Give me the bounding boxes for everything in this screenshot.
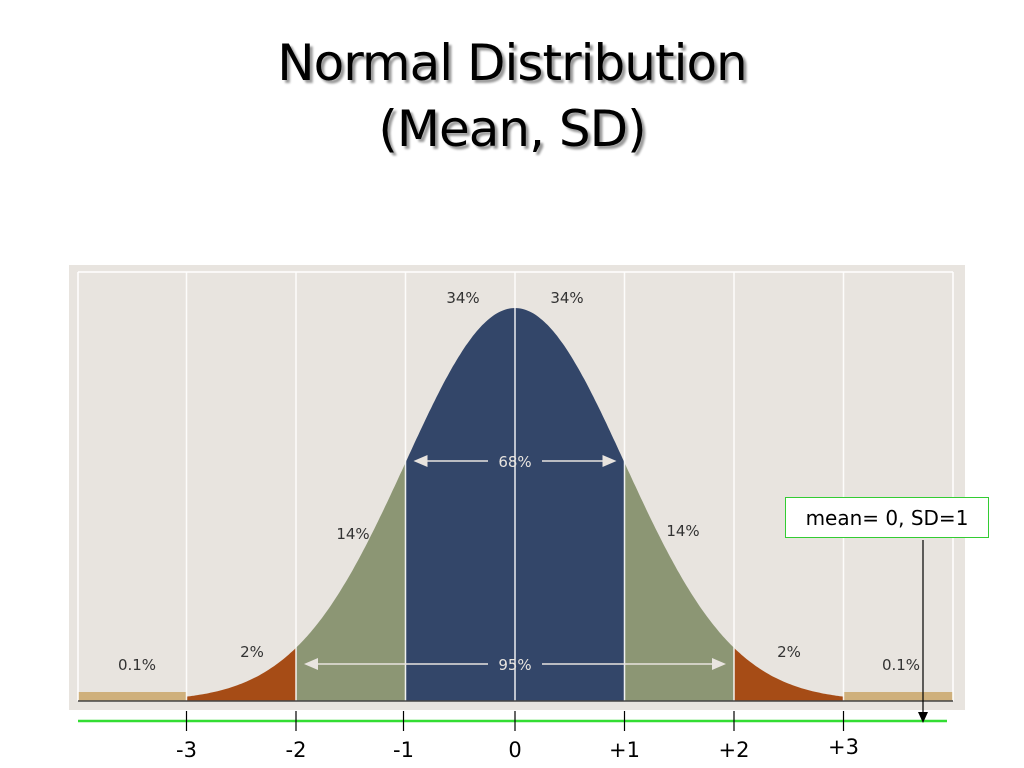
band-area bbox=[78, 692, 187, 701]
band-area bbox=[734, 647, 844, 701]
band-label: 0.1% bbox=[118, 656, 156, 674]
x-tick-label: -1 bbox=[393, 738, 414, 762]
percentage-brackets: 68% 95% bbox=[304, 453, 726, 674]
grid-lines bbox=[77, 271, 954, 701]
band-area bbox=[515, 308, 625, 701]
band-area bbox=[186, 647, 296, 701]
bracket-arrow-left bbox=[304, 658, 318, 670]
bracket-arrow-right bbox=[712, 658, 726, 670]
annotation-box: mean= 0, SD=1 bbox=[785, 497, 989, 538]
band-area bbox=[296, 462, 406, 701]
x-tick-label: +1 bbox=[609, 738, 640, 762]
band-label: 2% bbox=[240, 643, 264, 661]
band-label: 0.1% bbox=[882, 656, 920, 674]
slide-title: Normal Distribution (Mean, SD) bbox=[0, 30, 1024, 162]
band-label: 2% bbox=[777, 643, 801, 661]
x-tick-label: -2 bbox=[286, 738, 307, 762]
band-area bbox=[624, 462, 734, 701]
x-tick-label: +2 bbox=[719, 738, 750, 762]
bracket-arrow-right bbox=[602, 455, 617, 467]
bracket-label: 68% bbox=[498, 453, 531, 471]
bracket-arrow-left bbox=[413, 455, 428, 467]
band-area bbox=[843, 692, 953, 701]
band-label: 34% bbox=[550, 289, 583, 307]
band-areas bbox=[78, 308, 953, 701]
annotation-arrow-head bbox=[918, 712, 928, 723]
bracket-label: 95% bbox=[498, 656, 531, 674]
slide-title-line-2: (Mean, SD) bbox=[378, 100, 646, 158]
x-tick-label: -3 bbox=[176, 738, 197, 762]
band-area bbox=[405, 308, 515, 701]
x-axis-ticks: -3 -2 -1 0 +1 +2 +3 bbox=[176, 711, 859, 762]
band-percentage-labels: 0.1% 2% 14% 34% 34% 14% 2% 0.1% bbox=[118, 289, 920, 674]
band-label: 14% bbox=[336, 525, 369, 543]
band-label: 34% bbox=[446, 289, 479, 307]
slide-title-line-1: Normal Distribution bbox=[277, 34, 748, 92]
x-tick-label: +3 bbox=[828, 735, 859, 759]
x-tick-label: 0 bbox=[508, 738, 521, 762]
band-label: 14% bbox=[666, 522, 699, 540]
